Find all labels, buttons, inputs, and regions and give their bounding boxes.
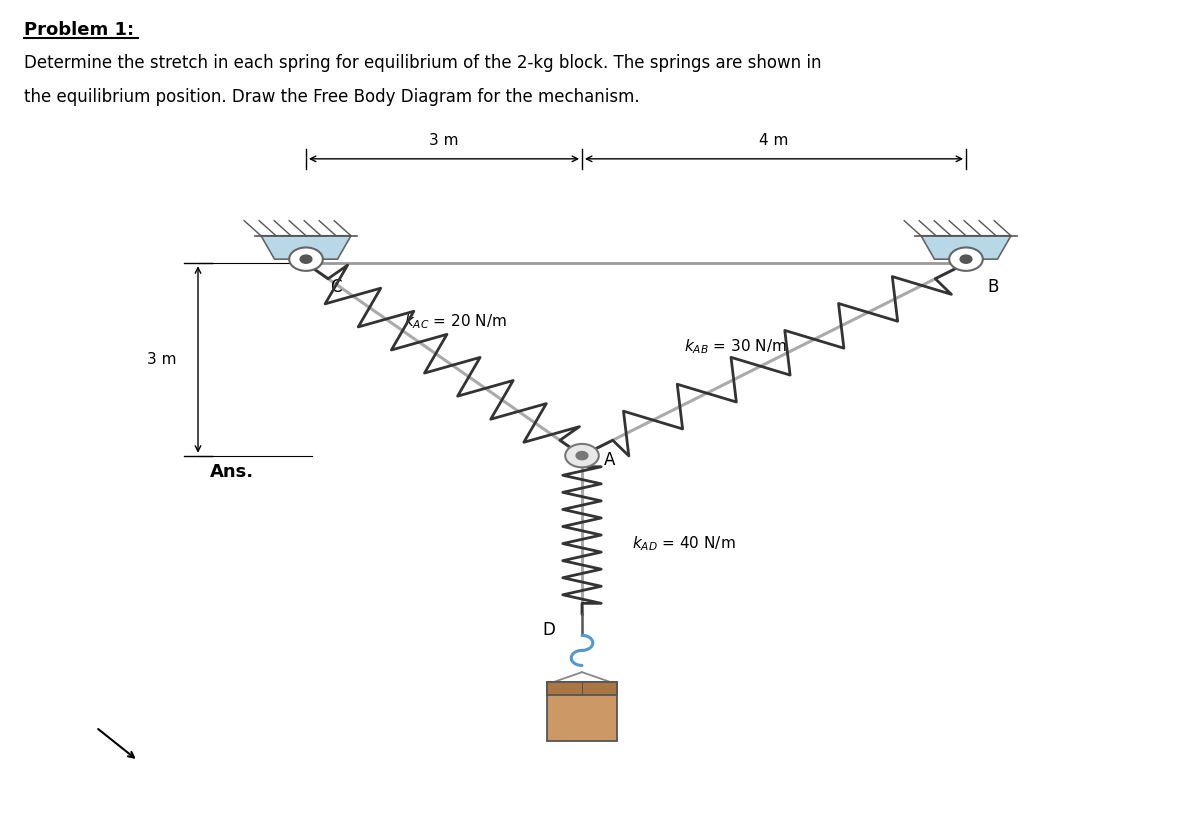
Text: A: A bbox=[604, 451, 614, 469]
Text: 3 m: 3 m bbox=[148, 352, 176, 367]
Circle shape bbox=[960, 255, 972, 263]
Text: $k_{AD}$ = 40 N/m: $k_{AD}$ = 40 N/m bbox=[632, 534, 736, 553]
Text: 4 m: 4 m bbox=[760, 133, 788, 148]
Circle shape bbox=[576, 451, 588, 460]
Text: Determine the stretch in each spring for equilibrium of the 2-kg block. The spri: Determine the stretch in each spring for… bbox=[24, 54, 822, 73]
Circle shape bbox=[289, 247, 323, 271]
Polygon shape bbox=[262, 236, 352, 259]
Circle shape bbox=[300, 255, 312, 263]
Text: C: C bbox=[330, 278, 342, 297]
FancyBboxPatch shape bbox=[547, 682, 617, 695]
FancyBboxPatch shape bbox=[547, 682, 617, 741]
Text: the equilibrium position. Draw the Free Body Diagram for the mechanism.: the equilibrium position. Draw the Free … bbox=[24, 88, 640, 106]
Text: 3 m: 3 m bbox=[430, 133, 458, 148]
Polygon shape bbox=[922, 236, 1010, 259]
Circle shape bbox=[949, 247, 983, 271]
Text: B: B bbox=[988, 278, 998, 297]
Text: Ans.: Ans. bbox=[210, 463, 254, 482]
Text: D: D bbox=[542, 620, 556, 639]
Circle shape bbox=[565, 444, 599, 467]
Text: $k_{AB}$ = 30 N/m: $k_{AB}$ = 30 N/m bbox=[684, 338, 787, 356]
Text: $k_{AC}$ = 20 N/m: $k_{AC}$ = 20 N/m bbox=[404, 313, 508, 331]
Text: Problem 1:: Problem 1: bbox=[24, 21, 134, 39]
